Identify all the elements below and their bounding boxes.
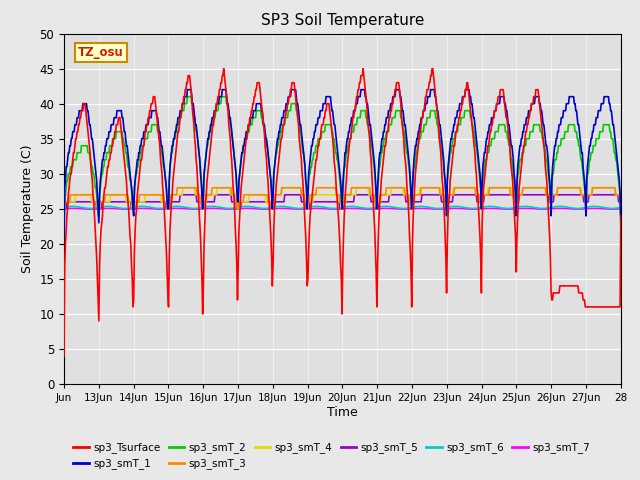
Y-axis label: Soil Temperature (C): Soil Temperature (C) [21, 144, 34, 273]
Text: TZ_osu: TZ_osu [78, 47, 124, 60]
Title: SP3 Soil Temperature: SP3 Soil Temperature [260, 13, 424, 28]
X-axis label: Time: Time [327, 406, 358, 419]
Legend: sp3_Tsurface, sp3_smT_1, sp3_smT_2, sp3_smT_3, sp3_smT_4, sp3_smT_5, sp3_smT_6, : sp3_Tsurface, sp3_smT_1, sp3_smT_2, sp3_… [69, 438, 594, 474]
